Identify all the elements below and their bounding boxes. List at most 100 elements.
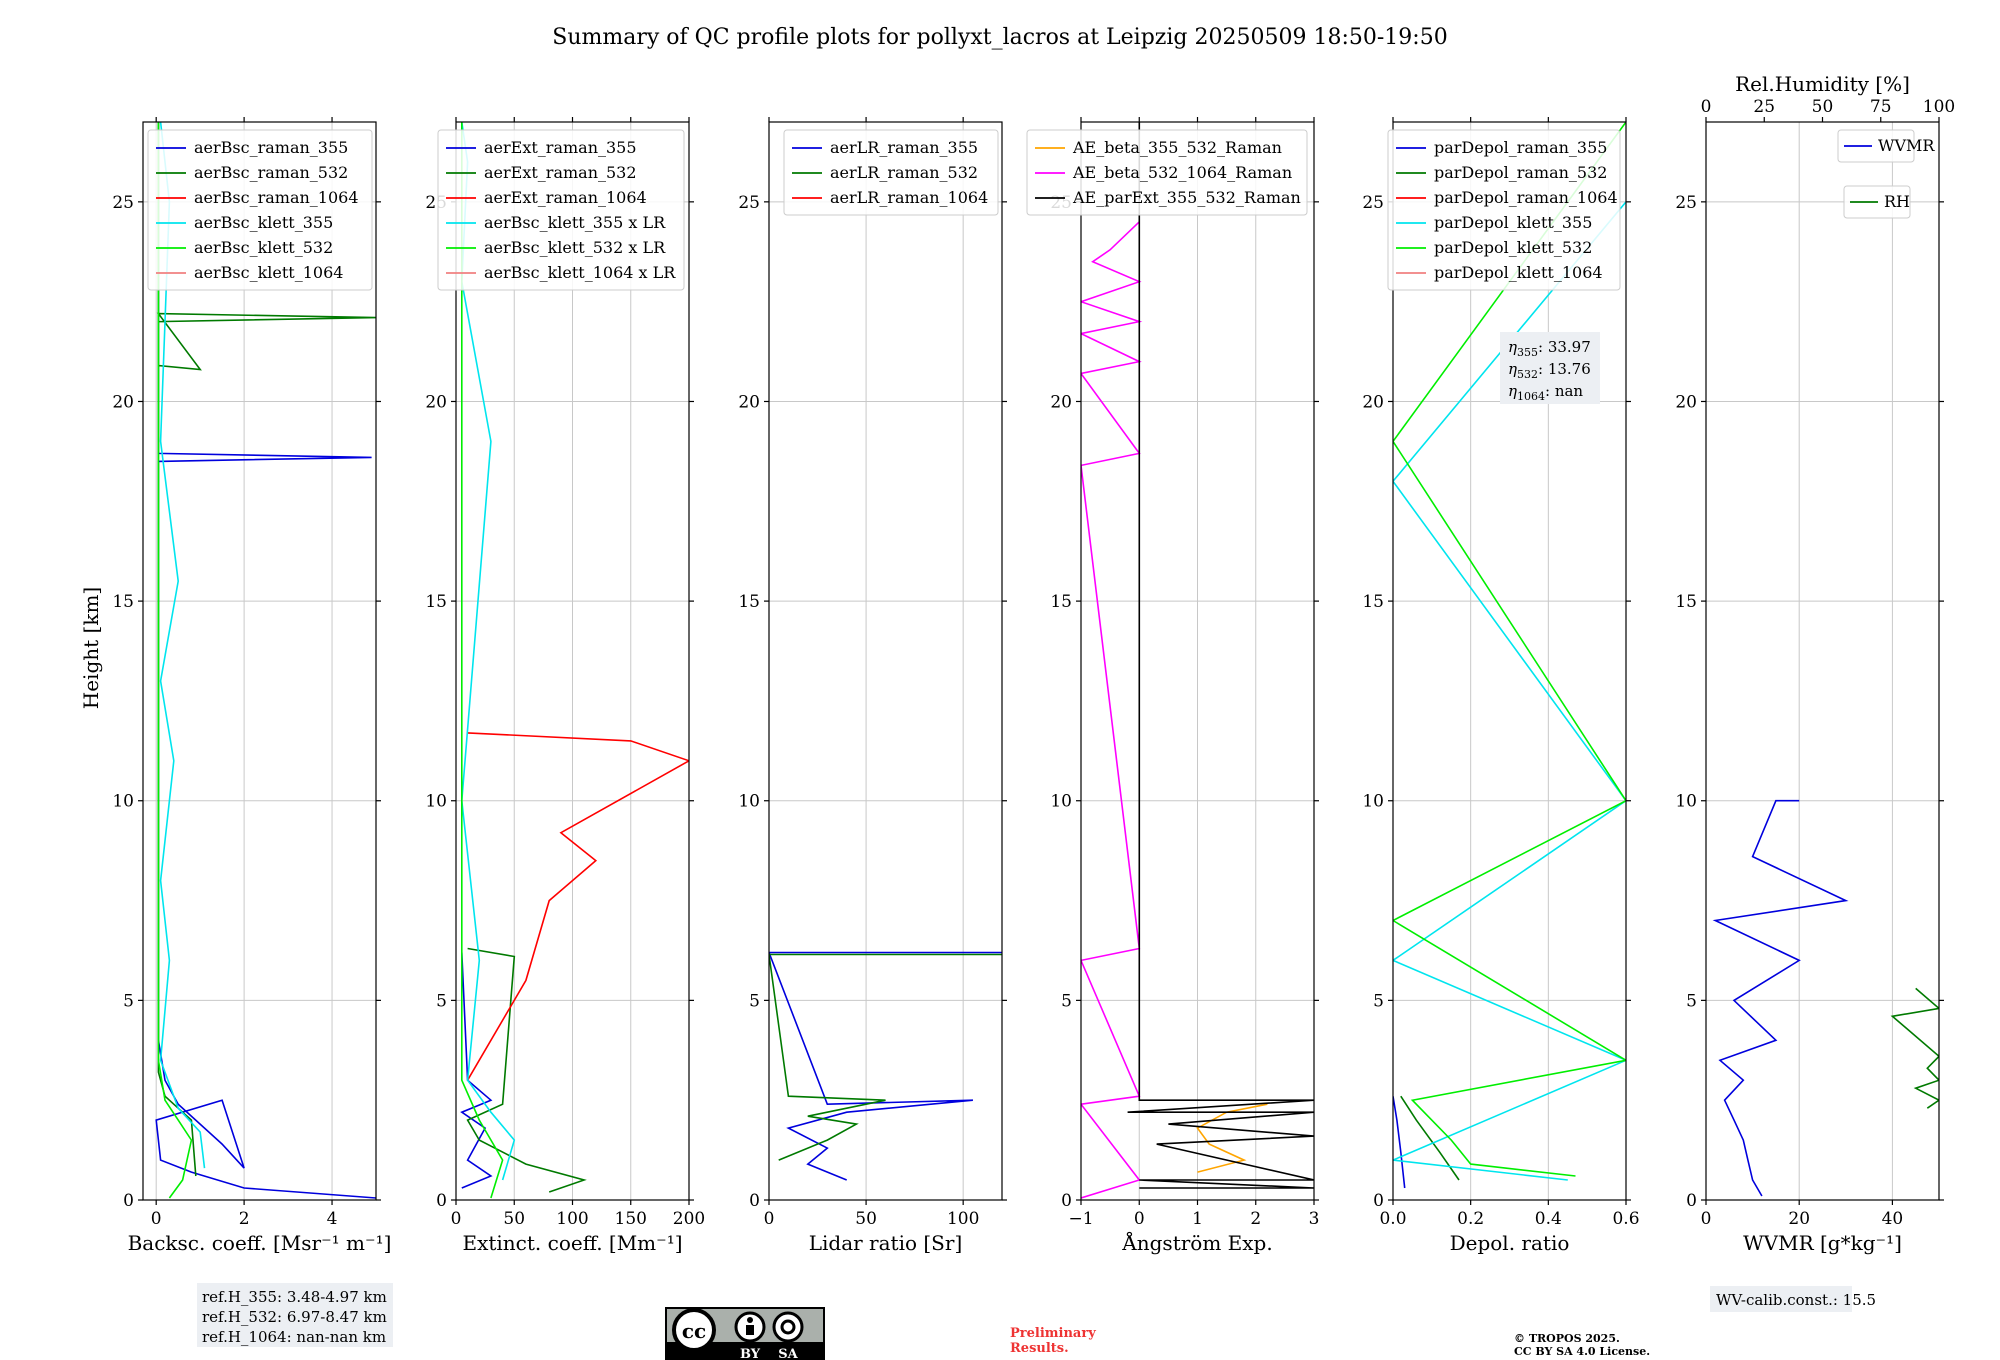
figure-title: Summary of QC profile plots for pollyxt_…: [552, 25, 1447, 50]
panel-frame: [1392, 121, 1627, 1201]
legend-label: aerBsc_raman_1064: [194, 188, 359, 207]
y-tick-label: 25: [1362, 193, 1384, 213]
x-tick-label: 0: [1134, 1209, 1145, 1229]
y-tick-label: 10: [112, 792, 134, 812]
eta-1064-text: η1064: nan: [1508, 382, 1583, 403]
y-tick-label: 10: [1362, 792, 1384, 812]
cc-by-label: BY: [740, 1347, 761, 1360]
y-tick-label: 0: [123, 1191, 134, 1211]
legend-box: [437, 129, 685, 291]
y-tick-label: 5: [436, 991, 447, 1011]
legend-label: aerBsc_klett_532: [194, 238, 333, 257]
ref-height-box-bg: [197, 1283, 393, 1347]
y-tick-label: 10: [1050, 792, 1072, 812]
x-axis-label: Ångström Exp.: [1121, 1230, 1272, 1255]
cc-circle-icon: [672, 1308, 716, 1352]
legend-label: parDepol_raman_355: [1434, 138, 1607, 157]
legend-box: [1026, 129, 1308, 216]
cc-sa-label: SA: [778, 1347, 798, 1360]
series-line-aerbsc-klett-532: [157, 122, 193, 1199]
series-line-aerext-raman-1064: [466, 732, 689, 1081]
y-tick-label: 20: [738, 392, 760, 412]
ref-h-355: ref.H_355: 3.48-4.97 km: [202, 1288, 387, 1306]
y-tick-label: 25: [112, 193, 134, 213]
y-tick-label: 10: [738, 792, 760, 812]
y-tick-label: 25: [1675, 193, 1697, 213]
legend-box: [783, 129, 999, 216]
x-tick-label: 0.6: [1612, 1209, 1639, 1229]
preliminary-line-2: Results.: [1010, 1341, 1069, 1356]
x-tick-label: 100: [556, 1209, 588, 1229]
y-tick-label: 5: [1061, 991, 1072, 1011]
x-tick-label: 0.2: [1457, 1209, 1484, 1229]
y-tick-label: 0: [1061, 1191, 1072, 1211]
y-tick-label: 25: [738, 193, 760, 213]
series-line-wvmr: [1712, 799, 1849, 1197]
wv-calib-box-bg: [1710, 1286, 1852, 1312]
x-tick-label: −1: [1068, 1209, 1093, 1229]
y-tick-label: 0: [749, 1191, 760, 1211]
y-tick-label: 20: [425, 392, 447, 412]
x-axis-label: WVMR [g*kg⁻¹]: [1743, 1231, 1902, 1255]
x-tick-label: 50: [855, 1209, 877, 1229]
x2-tick-label: 25: [1753, 97, 1775, 117]
y-tick-label: 15: [425, 592, 447, 612]
x2-tick-label: 50: [1812, 97, 1834, 117]
y-tick-label: 20: [112, 392, 134, 412]
legend-label: aerExt_raman_1064: [484, 188, 647, 207]
panel-frame: [1705, 121, 1940, 1201]
series-line-aerlr-raman-532: [769, 953, 1002, 1161]
panel-frame: [768, 121, 1003, 1201]
preliminary-line-1: Preliminary: [1010, 1326, 1096, 1341]
legend-label: aerExt_raman_532: [484, 163, 637, 182]
series-group: [1393, 122, 1626, 1189]
y-tick-label: 15: [1362, 592, 1384, 612]
legend-label: RH: [1884, 192, 1910, 211]
x-tick-label: 20: [1788, 1209, 1810, 1229]
y-tick-label: 15: [1675, 592, 1697, 612]
series-line-rh: [1890, 987, 1939, 1109]
legend-label: aerBsc_klett_532 x LR: [484, 238, 666, 257]
x-axis-label: Backsc. coeff. [Msr⁻¹ m⁻¹]: [128, 1231, 392, 1255]
eta-532-text: η532: 13.76: [1508, 360, 1591, 381]
series-line-ae-parext-355-532-raman: [1127, 122, 1314, 1189]
wv-calib-text: WV-calib.const.: 15.5: [1716, 1291, 1876, 1309]
x-tick-label: 1: [1192, 1209, 1203, 1229]
series-line-pardepol-raman-355: [1393, 1096, 1406, 1189]
sa-share-icon: [772, 1311, 804, 1343]
x-tick-label: 0: [151, 1209, 162, 1229]
legend-label: aerBsc_klett_355 x LR: [484, 213, 666, 232]
sa-share-arc: [780, 1319, 796, 1335]
legend-label: aerLR_raman_532: [830, 163, 978, 182]
legend-label: aerBsc_raman_355: [194, 138, 348, 157]
series-group: [1712, 799, 1939, 1197]
eta-355-text: η355: 33.97: [1508, 338, 1591, 359]
y-tick-label: 20: [1362, 392, 1384, 412]
legend-label: parDepol_klett_532: [1434, 238, 1592, 257]
x-tick-label: 4: [327, 1209, 338, 1229]
series-group: [1081, 122, 1314, 1199]
copyright-line-2: CC BY SA 4.0 License.: [1514, 1345, 1650, 1358]
legend-label: aerBsc_klett_355: [194, 213, 333, 232]
legend-label: aerBsc_klett_1064: [194, 263, 343, 282]
copyright-line-1: © TROPOS 2025.: [1514, 1332, 1620, 1345]
series-group: [155, 122, 376, 1199]
x-tick-label: 0.0: [1379, 1209, 1406, 1229]
series-line-pardepol-klett-532: [1393, 122, 1626, 1177]
ref-h-1064: ref.H_1064: nan-nan km: [202, 1328, 386, 1346]
x2-tick-label: 100: [1923, 97, 1955, 117]
series-line-aerext-raman-532: [466, 947, 587, 1193]
legend-label: AE_parExt_355_532_Raman: [1072, 188, 1301, 207]
x-tick-label: 100: [947, 1209, 979, 1229]
x-tick-label: 2: [239, 1209, 250, 1229]
eta-box-bg: [1500, 332, 1600, 404]
legend-label: parDepol_raman_532: [1434, 163, 1607, 182]
series-line-aerbsc-klett-355: [159, 122, 206, 1169]
x-tick-label: 2: [1250, 1209, 1261, 1229]
y-tick-label: 15: [112, 592, 134, 612]
series-line-aerbsc-raman-355: [155, 122, 376, 1199]
panel-frame: [142, 121, 377, 1201]
